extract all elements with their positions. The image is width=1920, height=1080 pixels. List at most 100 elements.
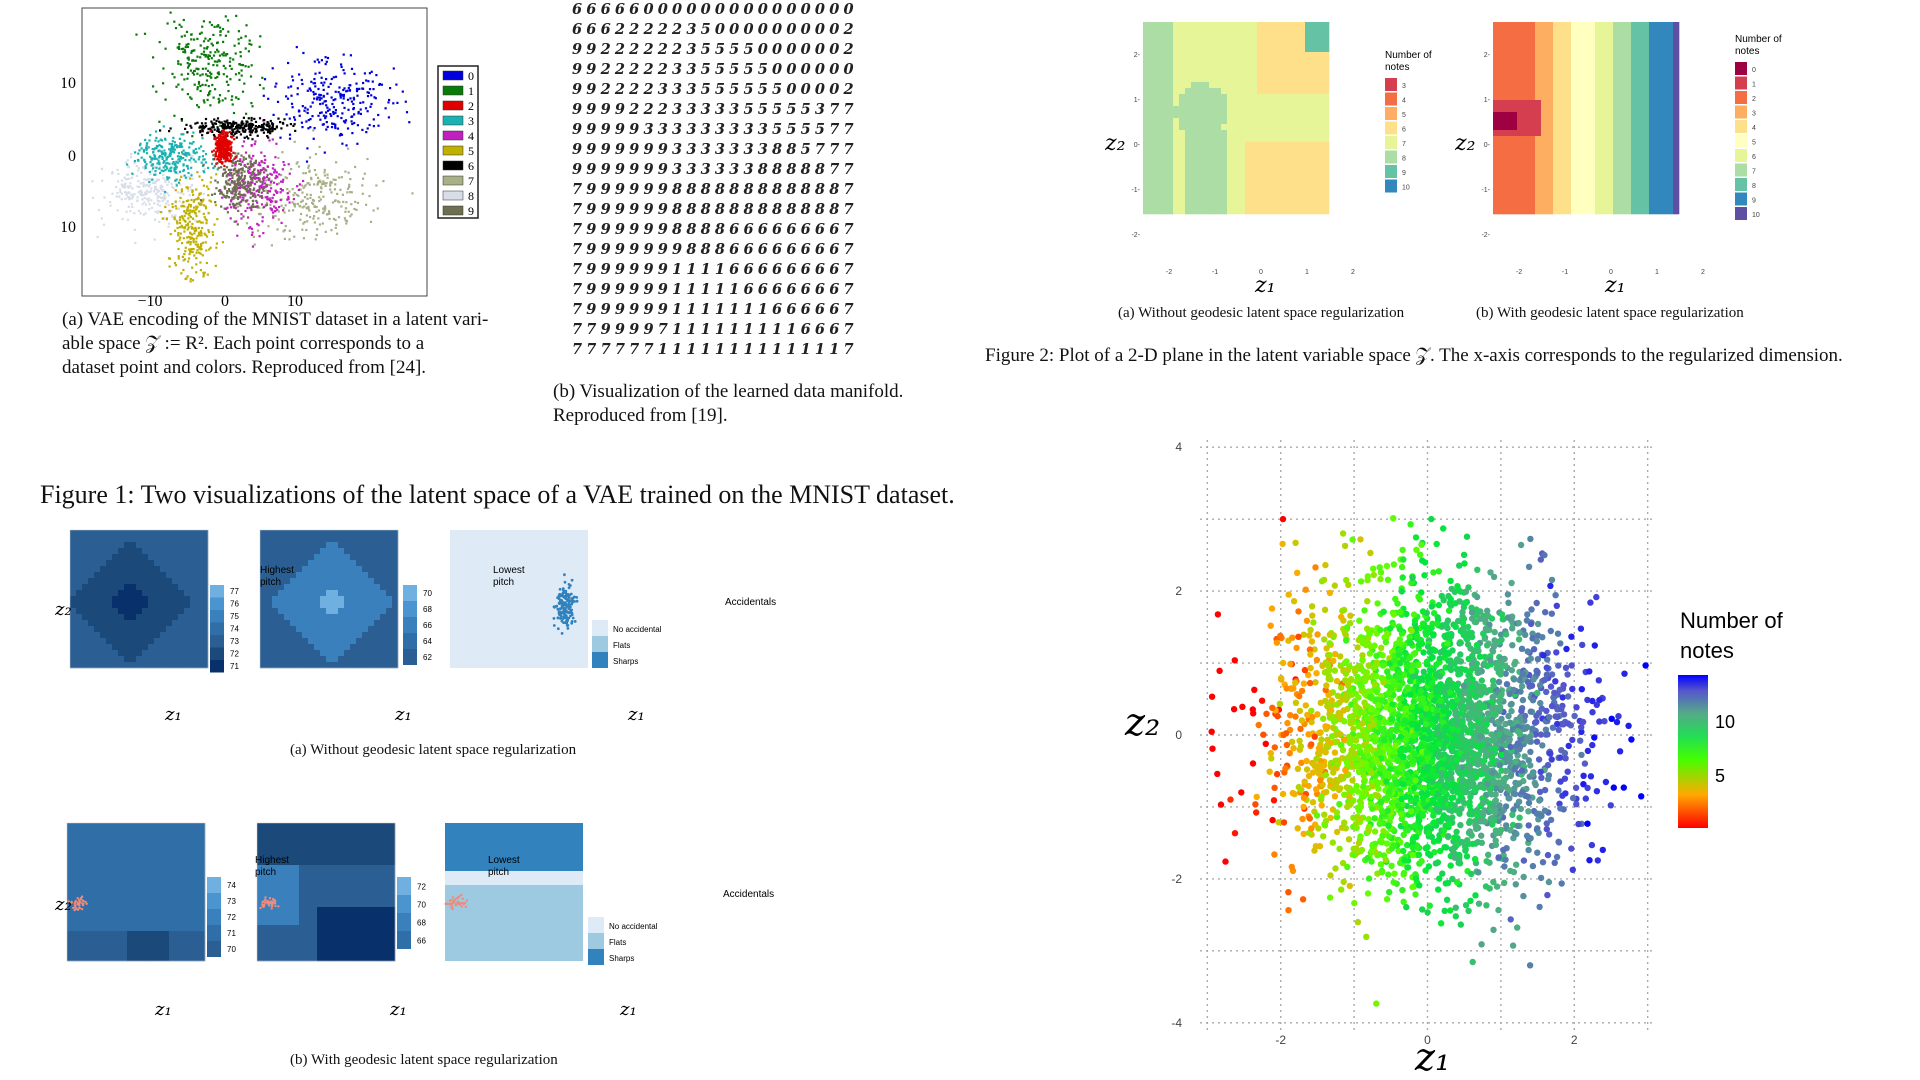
heat-cell — [1673, 64, 1680, 71]
heat-cell — [1293, 46, 1300, 53]
scatter-point — [249, 131, 252, 134]
heat-cell — [112, 572, 119, 579]
scatter-point — [291, 201, 294, 204]
scatter-point — [123, 176, 126, 179]
scatter-point — [182, 133, 185, 136]
scatter-point — [235, 122, 238, 125]
heat-cell — [1595, 148, 1602, 155]
scatter-point — [296, 93, 299, 96]
heat-cell — [1595, 172, 1602, 179]
scatter-point — [392, 102, 395, 105]
heat-cell — [1613, 40, 1620, 47]
scatter-point — [241, 90, 245, 93]
scatter-point — [272, 193, 275, 196]
heat-cell — [1209, 130, 1216, 137]
heat-cell — [1233, 136, 1240, 143]
heat-cell — [1661, 166, 1668, 173]
scatter-point — [348, 89, 352, 92]
heat-cell — [1275, 154, 1282, 161]
heat-cell — [1631, 52, 1638, 59]
heat-cell — [1547, 172, 1554, 179]
scatter-point — [215, 173, 218, 176]
heat-cell — [70, 560, 77, 567]
scatter-point — [151, 148, 154, 151]
scatter-point — [200, 52, 203, 56]
heat-cell — [1191, 58, 1198, 65]
scatter-point — [271, 126, 274, 129]
scatter-point — [185, 212, 188, 215]
heat-cell — [1559, 100, 1566, 107]
scatter-point — [157, 210, 160, 213]
scatter-point — [146, 178, 149, 181]
heat-cell — [1553, 178, 1560, 185]
scatter-point — [172, 136, 175, 139]
scatter-point — [370, 102, 373, 106]
heat-cell — [1191, 46, 1198, 53]
heat-cell — [1643, 184, 1650, 191]
scatter-point — [234, 191, 237, 194]
scatter-point — [312, 90, 315, 94]
scatter-point — [357, 110, 360, 114]
scatter-point — [243, 176, 246, 180]
heat-cell — [1167, 40, 1174, 47]
heat-cell — [1523, 34, 1530, 41]
heat-cell — [1577, 106, 1584, 113]
scatter-point — [174, 162, 177, 165]
scatter-point — [359, 112, 362, 115]
scatter-point — [277, 218, 280, 221]
heat-cell — [1233, 118, 1240, 125]
heat-cell — [1637, 160, 1644, 167]
scatter-point — [236, 205, 239, 208]
heat-cell — [1589, 64, 1596, 71]
heat-cell — [1191, 202, 1198, 209]
heat-cell — [1161, 124, 1168, 131]
scatter-point — [283, 237, 286, 240]
scatter-point — [126, 196, 129, 199]
scatter-point — [322, 195, 325, 198]
heat-cell — [112, 578, 119, 585]
scatter-point — [298, 114, 301, 117]
heat-cell — [1239, 178, 1246, 185]
heat-cell — [1631, 130, 1638, 137]
heat-cell — [1287, 64, 1294, 71]
heat-cell — [1245, 178, 1252, 185]
heat-cell — [1245, 124, 1252, 131]
scatter-point — [261, 76, 264, 79]
scatter-point — [162, 161, 165, 164]
scatter-point — [156, 188, 159, 191]
scatter-point — [248, 189, 251, 192]
heat-cell — [1613, 46, 1620, 53]
scatter-point — [313, 82, 317, 85]
heat-cell — [1311, 58, 1318, 65]
scatter-point — [200, 122, 204, 125]
heat-cell — [1499, 184, 1506, 191]
heat-cell — [1245, 76, 1252, 83]
heat-cell — [1161, 202, 1168, 209]
heat-cell — [1287, 106, 1294, 113]
scatter-point — [226, 144, 229, 147]
scatter-point — [347, 108, 350, 111]
heat-cell — [1607, 112, 1614, 119]
scatter-point — [183, 219, 186, 222]
legend-label: 10 — [1752, 212, 1760, 219]
scatter-point — [314, 238, 317, 241]
scatter-point — [238, 202, 241, 205]
scatter-point — [310, 176, 313, 179]
heat-cell — [1589, 172, 1596, 179]
heat-cell — [1173, 118, 1180, 125]
scatter-point — [154, 188, 157, 191]
heat-cell — [1529, 22, 1536, 29]
scatter-point — [320, 59, 323, 62]
heat-cell — [1239, 172, 1246, 179]
heat-cell — [1607, 100, 1614, 107]
scatter-point — [190, 188, 193, 191]
scatter-point — [162, 174, 165, 177]
scatter-point — [301, 206, 304, 209]
scatter-point — [216, 25, 219, 28]
scatter-point — [173, 76, 176, 79]
heat-cell — [1661, 52, 1668, 59]
heat-cell — [1505, 40, 1512, 47]
heat-cell — [1263, 172, 1270, 179]
heat-cell — [1257, 88, 1264, 95]
heat-cell — [1589, 22, 1596, 29]
